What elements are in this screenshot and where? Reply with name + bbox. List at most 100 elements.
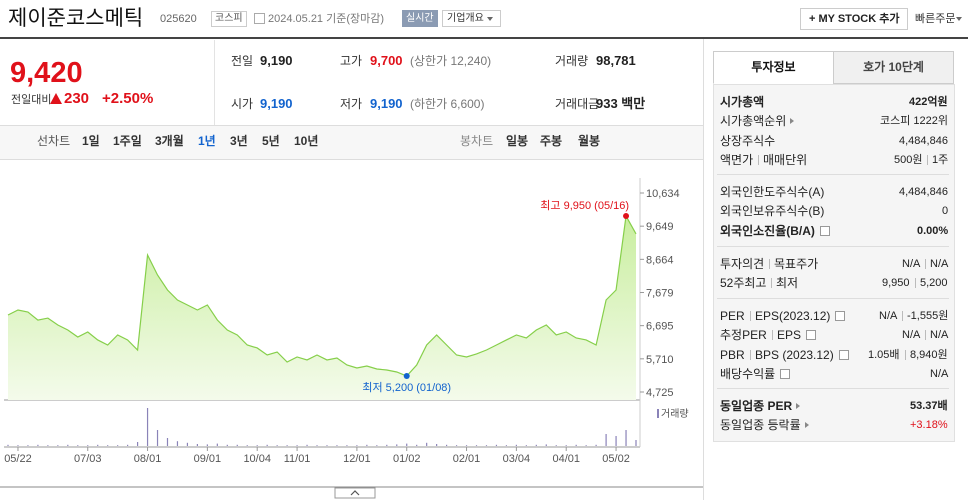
- info-value: -1,555원: [907, 310, 949, 322]
- quote-value: 98,781: [596, 53, 636, 68]
- candle-tab[interactable]: 일봉: [506, 134, 529, 148]
- price-area: [8, 216, 636, 400]
- volume-bar: [266, 444, 268, 446]
- more-arrow: [805, 422, 809, 429]
- volume-bar: [575, 444, 577, 446]
- period-tab[interactable]: 1일: [82, 134, 100, 148]
- volume-bar: [416, 444, 418, 446]
- help-icon: [839, 349, 849, 360]
- volume-bar: [515, 444, 517, 446]
- period-tab[interactable]: 3년: [230, 134, 248, 148]
- volume-bar: [117, 445, 119, 446]
- volume-bar: [296, 445, 298, 446]
- candle-tab[interactable]: 주봉: [540, 134, 563, 148]
- info-value: 4,484,846: [899, 186, 948, 198]
- info-label: EPS(2023.12): [755, 309, 831, 323]
- period-tab[interactable]: 1년: [198, 134, 216, 148]
- info-value: 53.37배: [910, 400, 948, 412]
- volume-bar: [57, 445, 59, 446]
- volume-bar: [595, 444, 597, 446]
- x-tick-label: 05/22: [4, 453, 32, 465]
- candle-tab[interactable]: 월봉: [578, 134, 601, 148]
- volume-bar: [426, 442, 428, 446]
- value-separator: [925, 259, 926, 269]
- quote-date: 2024.05.21 기준(장마감): [268, 13, 385, 25]
- collapse-chevron: [350, 490, 360, 496]
- volume-bar: [276, 445, 278, 446]
- quote-value: 9,190: [260, 96, 293, 111]
- info-value: 8,940원: [910, 348, 948, 361]
- more-arrow: [790, 118, 794, 125]
- info-label: 상장주식수: [720, 133, 776, 148]
- period-tab[interactable]: 5년: [262, 134, 280, 148]
- y-tick-label: 7,679: [646, 288, 674, 300]
- period-tab[interactable]: 10년: [294, 134, 319, 148]
- change-value: 230: [64, 90, 90, 107]
- volume-bar: [127, 444, 129, 446]
- volume-bar: [635, 440, 637, 446]
- volume-bar: [455, 445, 458, 446]
- price-line: [7, 214, 637, 377]
- quote-value: 9,190: [370, 96, 403, 111]
- label-separator: [769, 259, 770, 269]
- change-label: 전일대비: [11, 94, 52, 106]
- volume-bar: [37, 444, 39, 446]
- volume-bar: [356, 445, 358, 446]
- volume-legend: 거래량: [661, 408, 689, 420]
- volume-bar: [495, 444, 498, 446]
- dropdown-arrow: [487, 17, 493, 21]
- volume-bar: [625, 430, 627, 446]
- x-tick-label: 09/01: [194, 453, 222, 465]
- aside-tab[interactable]: 호가 10단계: [833, 51, 954, 84]
- value-separator: [927, 154, 928, 165]
- quote-label: 고가: [340, 54, 363, 68]
- info-label: BPS (2023.12): [755, 347, 834, 362]
- stock-name: 제이준코스메틱: [8, 7, 144, 30]
- info-value: N/A: [930, 367, 949, 380]
- info-label: PER: [720, 309, 745, 323]
- info-label: 외국인보유주식수(B): [720, 204, 825, 219]
- company-info[interactable]: 기업개요: [442, 10, 501, 27]
- volume-bar: [67, 444, 69, 446]
- info-value: 5,200: [920, 277, 948, 290]
- quick-order[interactable]: 빠른주문: [915, 13, 956, 25]
- info-label: 시가총액: [720, 95, 765, 109]
- collapse-button[interactable]: [334, 487, 376, 499]
- aside-separator: [717, 388, 949, 389]
- info-label: EPS: [777, 328, 802, 343]
- info-value: N/A: [902, 329, 921, 342]
- period-tab[interactable]: 3개월: [155, 134, 184, 148]
- x-tick-label: 08/01: [134, 453, 162, 465]
- volume-bar: [246, 445, 248, 446]
- info-label: 외국인소진율(B/A): [720, 223, 815, 238]
- y-tick-label: 4,725: [646, 387, 674, 399]
- info-label: 배당수익률: [720, 366, 776, 381]
- x-tick-label: 01/02: [393, 453, 421, 465]
- volume-bar: [436, 444, 438, 446]
- stock-code: 025620: [160, 13, 197, 25]
- volume-bar: [87, 445, 89, 446]
- my-stock-button[interactable]: + MY STOCK 추가: [800, 8, 909, 30]
- y-tick-label: 5,710: [646, 354, 674, 366]
- value-separator: [915, 278, 916, 289]
- quote-limit: (상한가 12,240): [410, 54, 492, 68]
- volume-bar: [156, 430, 159, 446]
- divider: [214, 40, 215, 125]
- quote-label: 시가: [231, 97, 254, 111]
- label-separator: [750, 311, 751, 321]
- quote-label: 전일: [231, 54, 254, 68]
- period-tab[interactable]: 1주일: [113, 134, 142, 148]
- aside-tab[interactable]: 투자정보: [713, 51, 834, 84]
- info-value: 1주: [932, 153, 949, 166]
- volume-bar: [316, 445, 318, 446]
- volume-bar: [166, 438, 169, 446]
- more-arrow: [796, 403, 800, 409]
- volume-bar: [396, 444, 398, 446]
- volume-bar: [585, 445, 587, 446]
- info-label: 목표주가: [774, 257, 819, 271]
- volume-bar: [186, 442, 189, 446]
- volume-bar: [27, 445, 29, 446]
- volume-bar: [446, 444, 448, 446]
- info-label: 외국인한도주식수(A): [720, 185, 825, 199]
- realtime-badge[interactable]: 실시간: [402, 10, 438, 27]
